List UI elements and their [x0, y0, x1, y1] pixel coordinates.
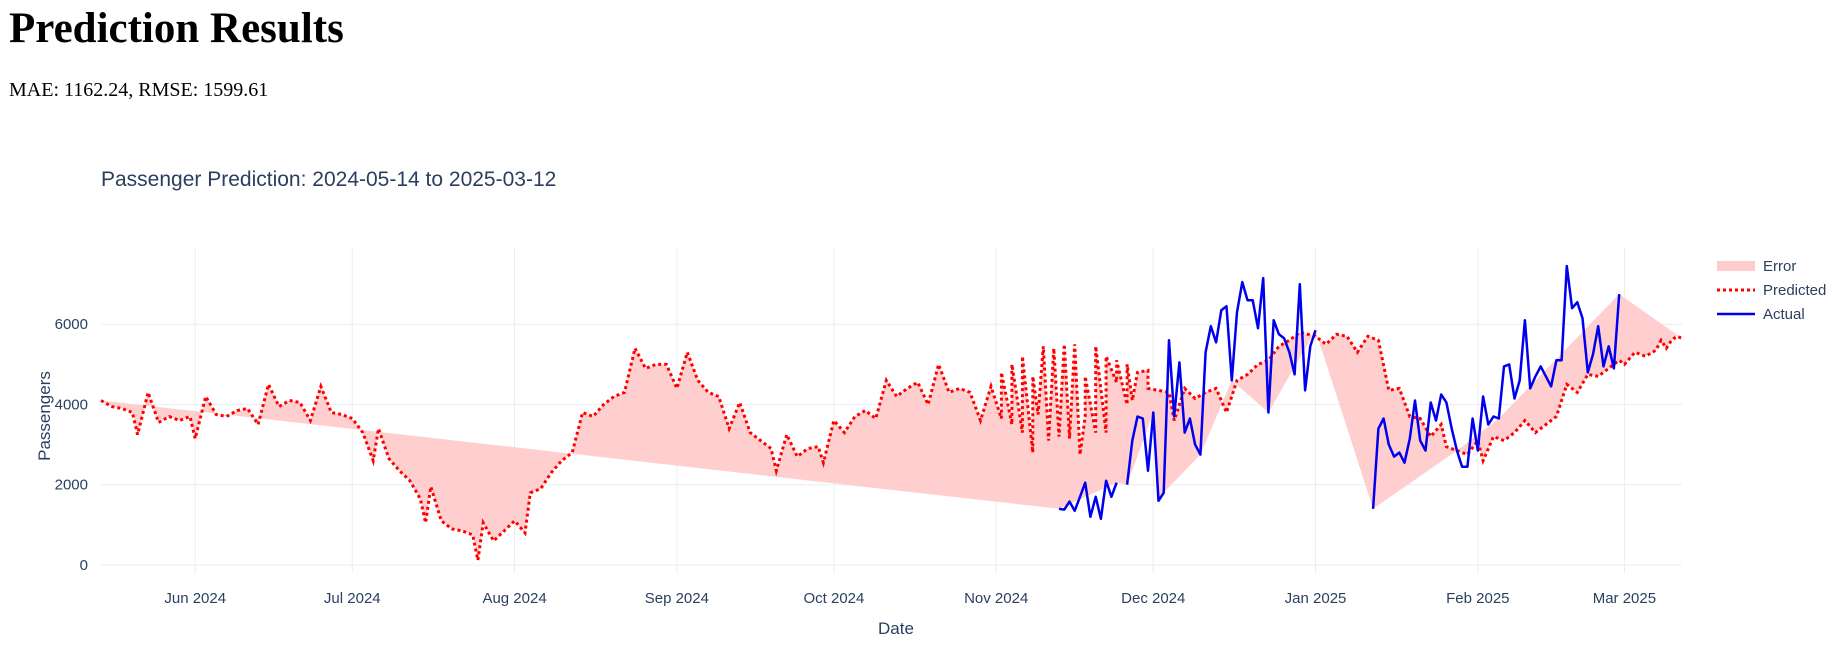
x-axis-title: Date [878, 619, 914, 638]
x-tick-label: Feb 2025 [1446, 590, 1509, 607]
legend-label: Error [1763, 258, 1796, 275]
chart-title: Passenger Prediction: 2024-05-14 to 2025… [101, 168, 556, 191]
page-title: Prediction Results [9, 5, 344, 52]
x-tick-label: Jun 2024 [164, 590, 226, 607]
error-band [101, 294, 1682, 561]
metrics-summary: MAE: 1162.24, RMSE: 1599.61 [9, 79, 269, 101]
y-tick-label: 4000 [55, 396, 88, 413]
predicted-line [100, 330, 1683, 561]
y-tick-label: 2000 [55, 477, 88, 494]
x-tick-label: Oct 2024 [803, 590, 864, 607]
x-tick-label: Sep 2024 [645, 590, 709, 607]
y-axis-ticks: 0 2000 4000 6000 [55, 316, 88, 574]
x-tick-label: Jul 2024 [324, 590, 381, 607]
y-tick-label: 6000 [55, 316, 88, 333]
y-axis-title: Passengers [35, 371, 54, 461]
x-axis-ticks: Jun 2024 Jul 2024 Aug 2024 Sep 2024 Oct 2024… [164, 590, 1656, 607]
legend-label: Predicted [1763, 282, 1826, 299]
x-tick-label: Nov 2024 [964, 590, 1028, 607]
legend-label: Actual [1763, 306, 1805, 323]
actual-line [1125, 276, 1317, 503]
series-lines-layer [100, 264, 1683, 561]
y-tick-label: 0 [80, 557, 88, 574]
x-tick-label: Mar 2025 [1593, 590, 1656, 607]
x-tick-label: Dec 2024 [1121, 590, 1185, 607]
legend-error-swatch [1717, 261, 1755, 271]
error-band-layer [101, 294, 1682, 561]
x-tick-label: Aug 2024 [482, 590, 546, 607]
legend: Error Predicted Actual [1717, 258, 1826, 323]
x-tick-label: Jan 2025 [1285, 590, 1347, 607]
actual-line [1058, 479, 1118, 521]
actual-line [1371, 264, 1621, 509]
